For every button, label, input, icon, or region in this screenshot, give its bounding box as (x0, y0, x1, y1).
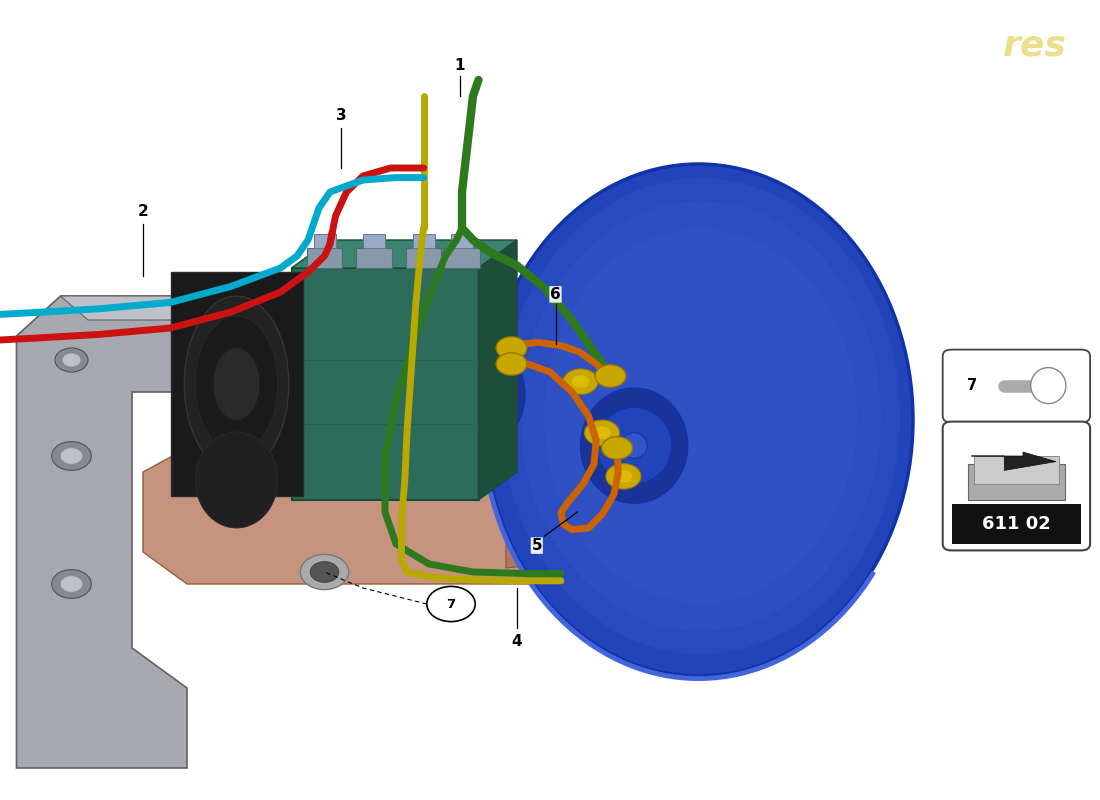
Ellipse shape (185, 296, 288, 472)
Text: 6: 6 (550, 287, 561, 302)
Text: 2: 2 (138, 205, 148, 219)
Circle shape (572, 375, 590, 388)
FancyBboxPatch shape (943, 422, 1090, 550)
Text: 611 02: 611 02 (982, 515, 1050, 533)
Circle shape (52, 442, 91, 470)
Text: 7: 7 (967, 378, 977, 393)
Polygon shape (143, 448, 660, 584)
Circle shape (606, 463, 641, 489)
Bar (952, 504, 1081, 544)
Ellipse shape (464, 350, 525, 439)
Bar (968, 464, 1065, 500)
Ellipse shape (520, 201, 881, 631)
Text: 4: 4 (512, 634, 522, 649)
Ellipse shape (502, 178, 900, 654)
Circle shape (584, 420, 619, 446)
Circle shape (496, 353, 527, 375)
Ellipse shape (473, 362, 516, 426)
Circle shape (563, 369, 598, 394)
FancyBboxPatch shape (943, 350, 1090, 422)
Polygon shape (292, 240, 517, 268)
Bar (406, 248, 441, 268)
Polygon shape (60, 296, 275, 320)
Polygon shape (292, 268, 478, 500)
Circle shape (300, 554, 349, 590)
Bar (356, 248, 392, 268)
Bar (444, 248, 480, 268)
Circle shape (55, 348, 88, 372)
Text: 3: 3 (336, 109, 346, 123)
Bar (307, 248, 342, 268)
Ellipse shape (621, 433, 647, 458)
Polygon shape (16, 296, 275, 768)
Circle shape (593, 426, 611, 439)
Circle shape (615, 470, 632, 482)
Bar (412, 234, 434, 248)
Bar (314, 234, 336, 248)
Ellipse shape (196, 432, 277, 528)
Ellipse shape (596, 407, 672, 484)
Polygon shape (506, 472, 660, 568)
Text: res: res (1003, 28, 1067, 62)
Circle shape (496, 337, 527, 359)
Circle shape (427, 586, 475, 622)
Circle shape (602, 437, 632, 459)
Polygon shape (971, 452, 1056, 470)
Circle shape (52, 570, 91, 598)
Text: 5: 5 (531, 538, 542, 553)
Circle shape (60, 448, 82, 464)
Bar (451, 234, 473, 248)
Bar (363, 234, 385, 248)
Circle shape (595, 365, 626, 387)
Circle shape (63, 354, 80, 366)
Text: 1: 1 (454, 58, 465, 73)
Ellipse shape (213, 348, 260, 420)
Ellipse shape (581, 388, 688, 503)
Ellipse shape (544, 230, 857, 603)
Ellipse shape (484, 164, 913, 676)
Bar (974, 456, 1059, 484)
Polygon shape (478, 240, 517, 500)
Circle shape (310, 562, 339, 582)
Text: lamborghini
automotive parts since 1985: lamborghini automotive parts since 1985 (374, 350, 726, 514)
Ellipse shape (1031, 367, 1066, 403)
Polygon shape (170, 272, 302, 496)
Text: 7: 7 (447, 598, 455, 610)
Circle shape (60, 576, 82, 592)
Ellipse shape (196, 316, 277, 452)
